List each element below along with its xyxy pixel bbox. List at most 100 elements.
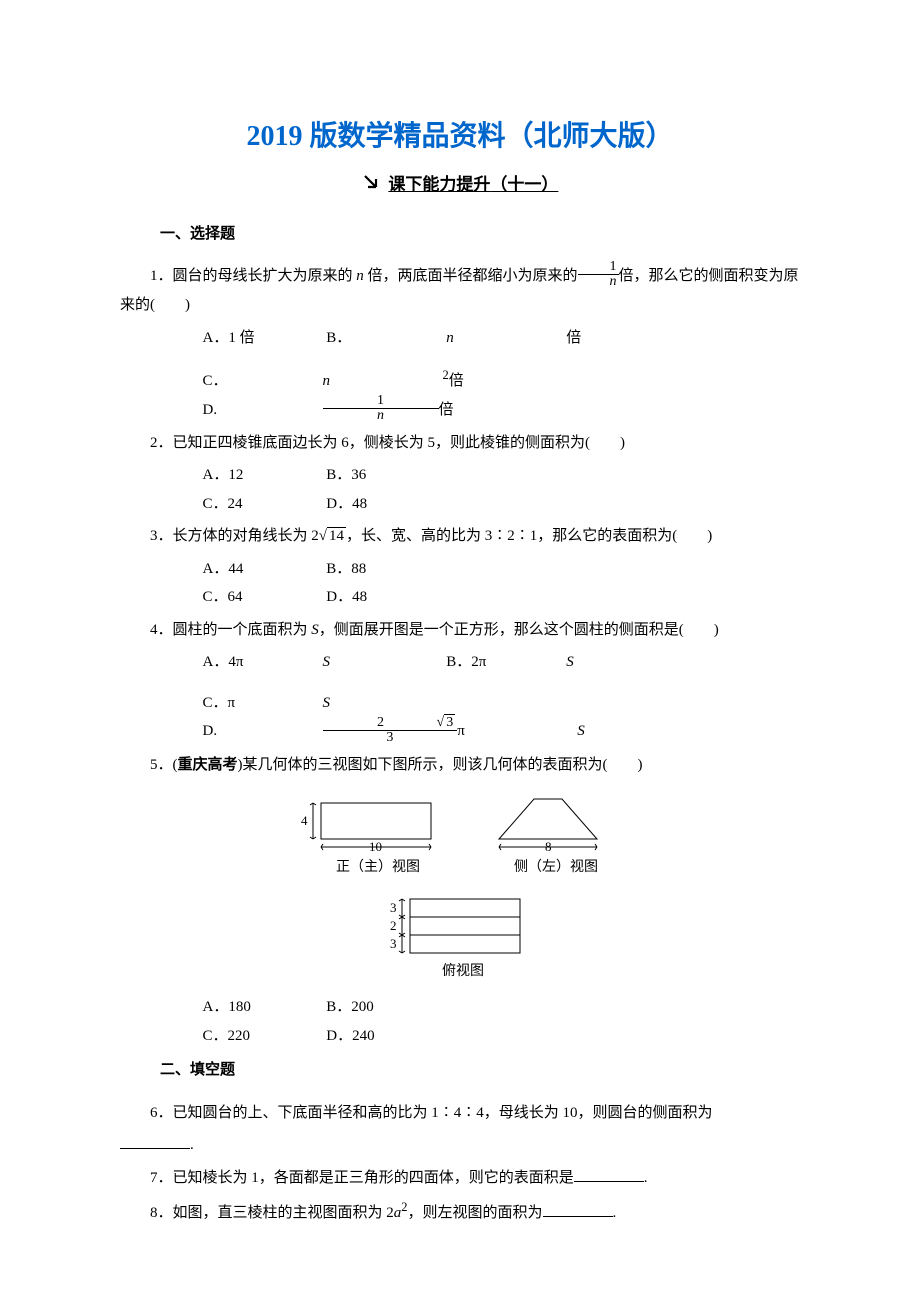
front-h-label: 4 xyxy=(301,813,308,828)
q1-opt-a: A．1 倍 xyxy=(203,324,323,353)
q7-tail: . xyxy=(644,1170,648,1186)
q8-blank xyxy=(543,1201,613,1217)
q3-opts-row1: A．44 B．88 xyxy=(203,555,801,584)
q4-d-num-a: 2 xyxy=(325,716,437,730)
q1-stem: 1．圆台的母线长扩大为原来的 n 倍，两底面半径都缩小为原来的1n倍，那么它的侧… xyxy=(120,262,800,320)
q4-stem: 4．圆柱的一个底面积为 S，侧面展开图是一个正方形，那么这个圆柱的侧面积是( ) xyxy=(120,616,800,645)
q1-opt-c-var: n xyxy=(323,367,443,396)
doc-title: 2019 版数学精品资料（北师大版） xyxy=(120,110,800,163)
q8: 8．如图，直三棱柱的主视图面积为 2a2，则左视图的面积为. xyxy=(120,1196,800,1228)
top-row-1: 2 xyxy=(390,918,397,933)
q2-opt-b: B．36 xyxy=(326,461,446,490)
q1-opt-c: C．n2 倍 xyxy=(203,364,569,396)
q1-frac-num: 1 xyxy=(578,260,619,275)
q5-stem: 5．(重庆高考)某几何体的三视图如下图所示，则该几何体的表面积为( ) xyxy=(120,751,800,780)
q5-stem-b: )某几何体的三视图如下图所示，则该几何体的表面积为( ) xyxy=(238,757,643,773)
q2-opt-d: D．48 xyxy=(326,490,446,519)
q5-stem-a: 5．( xyxy=(150,757,178,773)
q4-opt-a: A．4πS xyxy=(203,648,443,677)
q4-d-post-a: π xyxy=(457,717,577,746)
q1-stem-b: 倍，两底面半径都缩小为原来的 xyxy=(364,268,578,284)
q8-mid: ，则左视图的面积为 xyxy=(408,1205,543,1221)
q5-opt-b: B．200 xyxy=(326,993,446,1022)
top-view-svg: 3 2 3 俯视图 xyxy=(380,889,540,989)
top-row-2: 3 xyxy=(390,936,397,951)
q4-pre: 4．圆柱的一个底面积为 xyxy=(150,622,311,638)
q4-d-den: 3 xyxy=(323,731,458,745)
q7: 7．已知棱长为 1，各面都是正三角形的四面体，则它的表面积是. xyxy=(120,1164,800,1193)
q4-d-num: 2√3 xyxy=(323,716,458,731)
q4-opt-a-var: S xyxy=(323,648,443,677)
section-1-head: 一、选择题 xyxy=(160,220,800,249)
q1-opt-d-pre: D. xyxy=(203,396,323,425)
q3-opt-d: D．48 xyxy=(326,583,446,612)
arrow-down-right-icon xyxy=(362,170,380,202)
side-w-label: 8 xyxy=(545,839,552,854)
q2-opts-row1: A．12 B．36 xyxy=(203,461,801,490)
q4-opts-row1: A．4πS B．2πS xyxy=(203,648,801,677)
q3-opt-b: B．88 xyxy=(326,555,446,584)
side-label: 侧（左）视图 xyxy=(514,859,598,875)
q4-opt-b-pre: B．2π xyxy=(446,648,566,677)
q1-opt-d: D.1n倍 xyxy=(203,396,559,425)
q1-opt-c-pre: C． xyxy=(203,367,323,396)
top-row-0: 3 xyxy=(390,900,397,915)
q1-opt-b: B．n 倍 xyxy=(326,324,686,353)
section-2-head: 二、填空题 xyxy=(160,1056,800,1085)
front-view-svg: 4 10 正（主）视图 xyxy=(291,789,451,879)
subtitle-text: 课下能力提升（十一） xyxy=(388,175,558,194)
q1-opts-row2: C．n2 倍 D.1n倍 xyxy=(203,364,801,425)
q2-opt-c: C．24 xyxy=(203,490,323,519)
q3-opt-a: A．44 xyxy=(203,555,323,584)
q2-opt-a: A．12 xyxy=(203,461,323,490)
q2-opts-row2: C．24 D．48 xyxy=(203,490,801,519)
q1-opt-b-pre: B． xyxy=(326,324,446,353)
q2-stem: 2．已知正四棱锥底面边长为 6，侧棱长为 5，则此棱锥的侧面积为( ) xyxy=(120,429,800,458)
q6-stem: 6．已知圆台的上、下底面半径和高的比为 1∶4∶4，母线长为 10，则圆台的侧面… xyxy=(150,1105,713,1121)
q3-opt-c: C．64 xyxy=(203,583,323,612)
q4-opt-a-pre: A．4π xyxy=(203,648,323,677)
q4-opt-b: B．2πS xyxy=(446,648,686,677)
q5-opt-a: A．180 xyxy=(203,993,323,1022)
q6-tail: . xyxy=(190,1137,194,1153)
q4-opt-b-var: S xyxy=(566,648,686,677)
q4-d-post-var: S xyxy=(577,717,697,746)
q5-opts-row1: A．180 B．200 xyxy=(203,993,801,1022)
q4-opt-c-pre: C．π xyxy=(203,689,323,718)
q3-sqrt-body: 14 xyxy=(327,527,346,544)
q1-frac: 1n xyxy=(578,260,619,289)
q1-opt-b-var: n xyxy=(446,324,566,353)
front-label: 正（主）视图 xyxy=(336,859,420,875)
q1-var-n: n xyxy=(356,268,364,284)
q7-stem: 7．已知棱长为 1，各面都是正三角形的四面体，则它的表面积是 xyxy=(150,1170,574,1186)
q8-pre: 8．如图，直三棱柱的主视图面积为 2 xyxy=(150,1205,394,1221)
q1-opt-d-den: n xyxy=(323,409,439,423)
q6-blank xyxy=(120,1133,190,1149)
q5-figure-row1: 4 10 正（主）视图 8 侧（左）视图 xyxy=(120,789,800,879)
q5-opt-c: C．220 xyxy=(203,1022,323,1051)
subtitle-prefix: 课下能力提升 xyxy=(388,175,490,194)
side-view-svg: 8 侧（左）视图 xyxy=(479,789,629,879)
q1-opts-row1: A．1 倍 B．n 倍 xyxy=(203,324,801,353)
q3-sqrt: √14 xyxy=(319,527,346,544)
q6: 6．已知圆台的上、下底面半径和高的比为 1∶4∶4，母线长为 10，则圆台的侧面… xyxy=(120,1099,800,1128)
subtitle: 课下能力提升（十一） xyxy=(120,169,800,202)
q6-blank-row: . xyxy=(120,1131,800,1160)
q4-opt-d-pre: D. xyxy=(203,717,323,746)
q1-opt-d-post: 倍 xyxy=(439,396,559,425)
q5-figure-row2: 3 2 3 俯视图 xyxy=(120,889,800,989)
q3-opts-row2: C．64 D．48 xyxy=(203,583,801,612)
top-label: 俯视图 xyxy=(442,963,484,979)
q4-mid: ，侧面展开图是一个正方形，那么这个圆柱的侧面积是( ) xyxy=(319,622,719,638)
q1-stem-a: ．圆台的母线长扩大为原来的 xyxy=(158,268,357,284)
q4-opt-c-var: S xyxy=(323,689,443,718)
q4-opt-c: C．πS xyxy=(203,689,443,718)
q4-opt-d-frac: 2√33 xyxy=(323,716,458,745)
q3-post: ，长、宽、高的比为 3∶2∶1，那么它的表面积为( ) xyxy=(346,528,712,544)
q7-blank xyxy=(574,1166,644,1182)
q3-stem: 3．长方体的对角线长为 2√14，长、宽、高的比为 3∶2∶1，那么它的表面积为… xyxy=(120,522,800,551)
q4-opts-row2: C．πS D. 2√33 πS xyxy=(203,689,801,747)
q5-bold: 重庆高考 xyxy=(178,757,238,773)
front-w-label: 10 xyxy=(369,839,382,854)
q1-num: 1 xyxy=(150,268,158,284)
